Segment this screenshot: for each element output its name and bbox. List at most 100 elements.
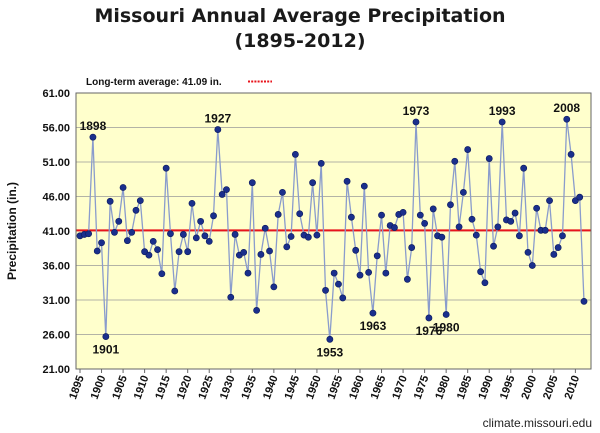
y-tick-label: 26.00	[42, 330, 70, 342]
data-point	[244, 269, 252, 277]
data-point	[123, 237, 131, 245]
x-tick-label: 1900	[89, 374, 109, 401]
data-point	[528, 262, 536, 269]
annotation-label: 1973	[403, 104, 430, 118]
x-tick-label: 1985	[455, 374, 475, 401]
annotation-label: 1993	[489, 104, 516, 118]
data-point	[201, 232, 209, 240]
precipitation-series-line	[79, 119, 585, 340]
data-point	[192, 234, 200, 242]
x-tick-label: 1965	[369, 374, 389, 401]
annotation-label: 1953	[316, 345, 343, 359]
data-point	[429, 205, 437, 213]
y-tick-label: 46.00	[42, 192, 70, 204]
annotation-label: 2008	[553, 101, 580, 115]
x-tick-label: 1910	[132, 374, 152, 401]
data-point	[533, 204, 541, 212]
data-point	[197, 217, 205, 225]
data-point	[567, 151, 575, 158]
data-point	[382, 269, 390, 277]
annotation-label: 1901	[92, 343, 119, 357]
data-point	[330, 269, 338, 277]
data-point	[291, 151, 299, 158]
data-point	[93, 247, 101, 255]
data-point	[477, 268, 485, 276]
x-tick-label: 1955	[326, 374, 346, 401]
data-point	[132, 206, 140, 214]
data-point	[313, 231, 321, 239]
data-point	[438, 233, 446, 241]
data-point	[223, 186, 230, 193]
data-point	[524, 248, 532, 256]
data-point	[559, 232, 566, 240]
x-tick-label: 1940	[261, 374, 281, 401]
data-point	[128, 228, 136, 236]
x-tick-label: 2010	[563, 374, 583, 401]
x-tick-label: 1920	[175, 374, 195, 401]
data-point	[403, 275, 411, 283]
y-tick-label: 61.00	[42, 88, 70, 100]
data-point	[459, 188, 467, 196]
data-point	[257, 251, 265, 258]
x-tick-label: 1895	[67, 374, 87, 401]
x-tick-label: 1925	[196, 374, 216, 401]
data-point	[550, 251, 558, 258]
chart-title: Missouri Annual Average Precipitation	[94, 5, 506, 27]
data-point	[115, 217, 123, 225]
y-tick-labels: 21.00 26.00 31.00 36.00 41.00 46.00 51.00 56.00…	[42, 88, 70, 376]
x-tick-label: 1945	[283, 374, 303, 401]
data-point	[158, 270, 166, 278]
x-tick-label: 1915	[153, 374, 173, 401]
data-point	[490, 242, 497, 250]
chart-subtitle: (1895-2012)	[234, 30, 366, 52]
data-point	[171, 287, 179, 295]
data-point	[515, 232, 523, 240]
data-point	[511, 209, 519, 217]
annotation-label: 1963	[360, 319, 387, 333]
y-tick-label: 41.00	[42, 226, 70, 238]
data-point	[304, 233, 312, 241]
data-point	[442, 311, 450, 318]
data-point	[399, 208, 407, 216]
annotation-label: 1976	[416, 324, 443, 338]
data-point	[481, 279, 489, 287]
legend-label: Long-term average: 41.09 in.	[86, 77, 222, 88]
data-point	[360, 182, 368, 190]
data-point	[167, 230, 174, 238]
data-point	[326, 335, 334, 343]
annotation-label: 1898	[80, 119, 107, 133]
data-point	[136, 197, 144, 205]
data-point	[214, 126, 222, 133]
data-point	[322, 286, 329, 294]
x-tick-label: 1960	[347, 374, 367, 401]
source-credit: climate.missouri.edu	[482, 416, 592, 430]
data-point	[154, 246, 161, 254]
data-point	[188, 199, 196, 207]
data-point	[352, 246, 360, 254]
data-point	[253, 306, 261, 314]
y-axis-label: Precipitation (in.)	[5, 182, 19, 280]
x-tick-label: 2000	[519, 374, 539, 401]
data-point	[541, 226, 549, 234]
data-point	[373, 252, 381, 260]
data-point	[391, 224, 398, 231]
data-point	[365, 268, 373, 276]
data-point	[149, 237, 157, 245]
data-point	[266, 247, 273, 255]
x-tick-label: 1950	[304, 374, 324, 401]
data-point	[451, 157, 459, 165]
data-point	[343, 177, 351, 185]
data-point	[85, 230, 93, 238]
data-point	[472, 231, 480, 239]
data-point	[580, 297, 588, 305]
data-point	[339, 294, 347, 302]
plot-frame	[75, 92, 592, 370]
y-tick-label: 21.00	[42, 364, 70, 376]
data-point	[464, 146, 472, 153]
data-point	[485, 155, 493, 162]
x-tick-label: 1970	[390, 374, 410, 401]
data-point	[576, 193, 584, 201]
data-point	[274, 211, 282, 218]
data-point	[563, 115, 571, 123]
